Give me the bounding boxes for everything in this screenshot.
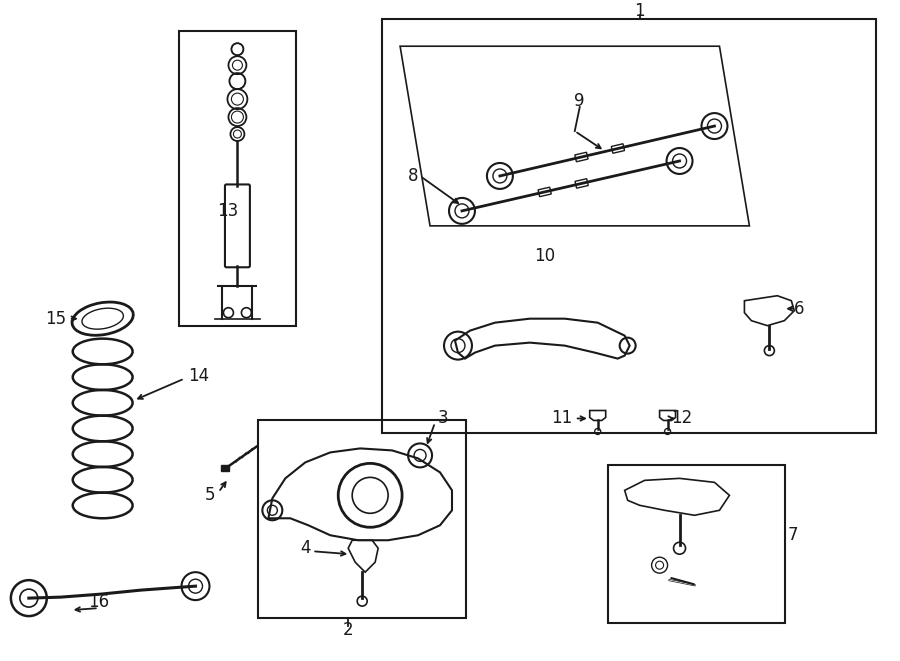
Bar	[608, 465, 786, 623]
Text: 14: 14	[188, 367, 210, 385]
Text: 3: 3	[438, 409, 448, 428]
Text: 10: 10	[535, 247, 555, 265]
Polygon shape	[575, 178, 589, 188]
Text: 1: 1	[634, 2, 645, 20]
Text: 13: 13	[217, 202, 239, 220]
Text: 11: 11	[552, 409, 572, 428]
Bar	[258, 420, 466, 618]
Text: 16: 16	[88, 593, 109, 611]
Bar	[382, 19, 877, 434]
Polygon shape	[575, 152, 588, 162]
Polygon shape	[538, 187, 552, 197]
Text: 12: 12	[671, 409, 693, 428]
Bar	[178, 31, 296, 326]
Text: 8: 8	[408, 167, 418, 185]
Text: 7: 7	[788, 526, 797, 544]
Polygon shape	[221, 465, 230, 471]
Text: 5: 5	[205, 486, 215, 504]
Text: 6: 6	[794, 299, 805, 318]
Text: 2: 2	[343, 621, 354, 639]
Text: 9: 9	[574, 92, 585, 110]
Polygon shape	[611, 143, 625, 153]
Text: 15: 15	[45, 309, 66, 328]
Text: 4: 4	[300, 539, 310, 557]
